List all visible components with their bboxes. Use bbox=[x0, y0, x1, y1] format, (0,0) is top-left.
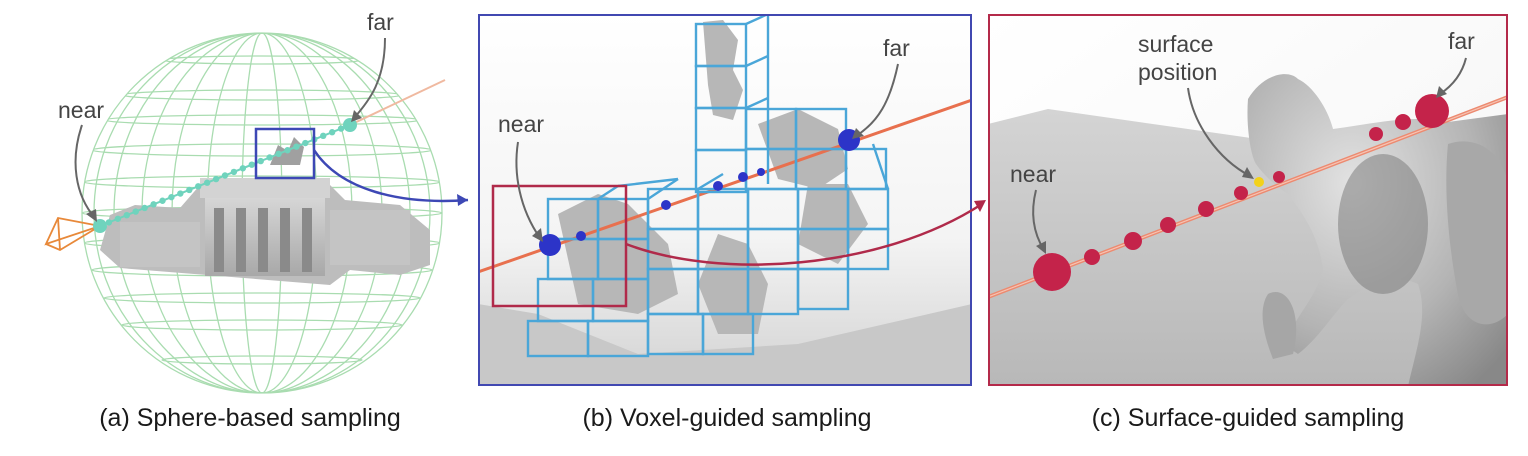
sample-point bbox=[257, 157, 264, 165]
near-label: near bbox=[58, 97, 104, 123]
surface-illustration: near far surface position bbox=[988, 14, 1508, 386]
sample-point bbox=[132, 208, 139, 215]
building-model bbox=[100, 137, 430, 285]
sample-point bbox=[284, 147, 291, 154]
sample-point bbox=[203, 179, 211, 186]
sample-point bbox=[337, 125, 345, 132]
sample-point bbox=[186, 186, 193, 194]
sphere-illustration: near far bbox=[44, 9, 469, 394]
zoom-box bbox=[254, 127, 316, 180]
panel-b-border bbox=[478, 14, 972, 386]
sample-point bbox=[177, 190, 184, 197]
surface-point bbox=[1254, 177, 1264, 187]
sample-point bbox=[320, 132, 327, 140]
sample-point bbox=[212, 175, 220, 183]
camera-icon bbox=[44, 216, 101, 252]
near-label: near bbox=[498, 111, 544, 137]
zoom-arrowhead bbox=[457, 194, 468, 206]
panel-c-border bbox=[988, 14, 1508, 386]
surface-arrow bbox=[1187, 87, 1251, 177]
sample-point bbox=[230, 168, 238, 176]
sample-point bbox=[114, 215, 122, 222]
near-label: near bbox=[1010, 161, 1056, 187]
sample-point bbox=[221, 172, 229, 179]
sample-point bbox=[159, 197, 166, 204]
far-label: far bbox=[367, 9, 394, 35]
far-arrow bbox=[855, 63, 899, 137]
sample-point bbox=[168, 193, 175, 201]
sample-point bbox=[150, 201, 157, 208]
far-label: far bbox=[883, 35, 910, 61]
near-arrow bbox=[515, 141, 541, 239]
ray-extension bbox=[349, 79, 446, 126]
near-sample bbox=[539, 234, 561, 256]
sample-point bbox=[141, 204, 148, 212]
sample-point bbox=[328, 129, 336, 136]
sample-point bbox=[293, 143, 300, 150]
sample-point bbox=[195, 183, 202, 190]
voxel-illustration: near far bbox=[478, 14, 972, 386]
zoom-connector bbox=[312, 149, 469, 203]
sample-point bbox=[105, 219, 113, 226]
horse-model bbox=[1247, 74, 1508, 386]
sample-points bbox=[1084, 114, 1411, 265]
sample-point bbox=[239, 165, 247, 172]
sample-point bbox=[248, 161, 255, 168]
far-sample bbox=[1415, 94, 1449, 128]
sample-point bbox=[266, 154, 273, 161]
far-arrow bbox=[353, 37, 386, 119]
panel-sphere-based: near far bbox=[0, 0, 470, 400]
near-sample bbox=[1033, 253, 1071, 291]
caption-surface-guided: (c) Surface-guided sampling bbox=[1091, 404, 1405, 432]
sample-points bbox=[105, 125, 345, 226]
surface-label-line2: position bbox=[1138, 59, 1217, 85]
sample-point bbox=[123, 211, 130, 219]
caption-voxel-guided: (b) Voxel-guided sampling bbox=[582, 404, 872, 432]
sample-point bbox=[275, 150, 282, 158]
sample-points bbox=[576, 168, 765, 241]
caption-sphere-based: (a) Sphere-based sampling bbox=[99, 404, 401, 432]
sample-point bbox=[302, 139, 309, 147]
far-label: far bbox=[1448, 28, 1475, 54]
panel-voxel-guided: near far bbox=[478, 14, 972, 386]
surface-label-line1: surface bbox=[1138, 31, 1213, 57]
near-sample bbox=[93, 219, 107, 233]
panel-surface-guided: near far surface position bbox=[988, 14, 1508, 386]
far-sample bbox=[343, 118, 357, 132]
near-arrow bbox=[74, 124, 96, 219]
base-surface bbox=[478, 304, 972, 386]
